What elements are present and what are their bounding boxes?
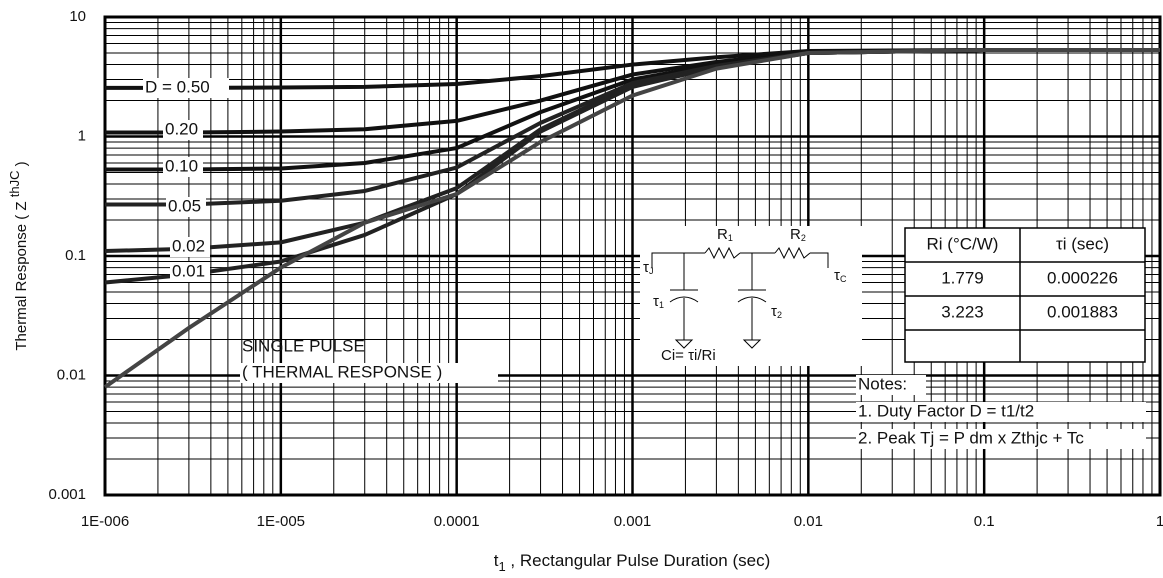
- x-tick-label: 0.1: [974, 513, 995, 530]
- x-axis-label-part: t: [494, 551, 499, 570]
- circuit-label-main: τ: [771, 303, 777, 320]
- circuit-bg: [640, 226, 862, 366]
- x-axis-label-part: 1: [498, 559, 505, 574]
- x-tick-label: 0.0001: [434, 513, 480, 530]
- note-bg: [856, 375, 926, 395]
- circuit-label-sub: 1: [728, 233, 733, 243]
- circuit-label-sub: 2: [777, 310, 782, 320]
- x-axis-label: t1 , Rectangular Pulse Duration (sec): [494, 551, 771, 574]
- note: 1. Duty Factor D = t1/t2: [858, 401, 1034, 420]
- table-header: τi (sec): [1056, 234, 1109, 253]
- circuit-label-sub: 2: [801, 233, 806, 243]
- series-label: 0.20: [165, 119, 198, 138]
- y-tick-label: 0.01: [57, 366, 86, 383]
- y-tick-label: 0.1: [65, 247, 86, 264]
- resistor: [704, 246, 811, 260]
- capacitor: [669, 289, 767, 349]
- table-cell: 0.001883: [1047, 302, 1118, 321]
- x-tick-label: 1E-006: [81, 513, 129, 530]
- label-bg: [170, 237, 210, 257]
- y-axis-label-part: Thermal Response ( Z: [13, 197, 30, 350]
- y-tick-label: 1: [78, 127, 86, 144]
- label-bg: [240, 363, 498, 383]
- circuit-label-sub: J: [649, 266, 654, 276]
- label-bg: [163, 157, 203, 177]
- table-bg: [904, 227, 1146, 363]
- plot-border: [103, 15, 1162, 497]
- circuit-label-sub: C: [840, 274, 847, 284]
- label-bg: [143, 78, 229, 98]
- circuit-label: τC: [834, 267, 847, 284]
- series-label: 0.02: [172, 236, 205, 255]
- x-axis-label-part: , Rectangular Pulse Duration (sec): [506, 551, 771, 570]
- table-cell: 1.779: [941, 268, 984, 287]
- table-cell: 3.223: [941, 302, 984, 321]
- table-header: Ri (°C/W): [927, 234, 999, 253]
- circuit-label: τJ: [643, 259, 653, 276]
- circuit-label: τ1: [653, 293, 664, 310]
- note: Notes:: [858, 374, 907, 393]
- series-label: D = 0.50: [145, 77, 210, 96]
- circuit-label-main: τ: [653, 293, 659, 310]
- annotation: ( THERMAL RESPONSE ): [242, 362, 442, 381]
- circuit-label-main: R: [790, 226, 801, 243]
- y-tick-label: 10: [69, 8, 86, 25]
- series-label: 0.10: [165, 156, 198, 175]
- note-bg: [856, 402, 1146, 422]
- circuit-label-main: R: [717, 226, 728, 243]
- circuit-label-sub: 1: [659, 300, 664, 310]
- label-bg: [166, 197, 206, 217]
- series-label: SINGLE PULSE: [242, 336, 365, 355]
- note-bg: [856, 429, 1146, 449]
- x-tick-label: 0.001: [614, 513, 652, 530]
- label-bg: [163, 120, 203, 140]
- circuit-label-main: τ: [643, 259, 649, 276]
- y-axis-label-part: ): [13, 161, 30, 170]
- series-label: 0.05: [168, 196, 201, 215]
- circuit-label: R1: [717, 226, 733, 243]
- circuit-wire: [651, 252, 829, 340]
- line: [103, 47, 1160, 389]
- circuit-label: τ2: [771, 303, 782, 320]
- x-tick-label: 1E-005: [257, 513, 305, 530]
- y-tick-label: 0.001: [48, 486, 86, 503]
- circuit-label-main: τ: [834, 267, 840, 284]
- x-tick-label: 1: [1156, 513, 1163, 530]
- label-bg: [170, 262, 210, 282]
- table-cell: 0.000226: [1047, 268, 1118, 287]
- circuit-label: R2: [790, 226, 806, 243]
- series-label: 0.01: [172, 261, 205, 280]
- x-tick-label: 0.01: [794, 513, 823, 530]
- y-axis-label: Thermal Response ( Z thJC ): [7, 161, 30, 350]
- y-axis-label-part: thJC: [7, 171, 22, 198]
- note: 2. Peak Tj = P dm x Zthjc + Tc: [858, 428, 1084, 447]
- circuit-label: Ci= τi/Ri: [661, 347, 716, 364]
